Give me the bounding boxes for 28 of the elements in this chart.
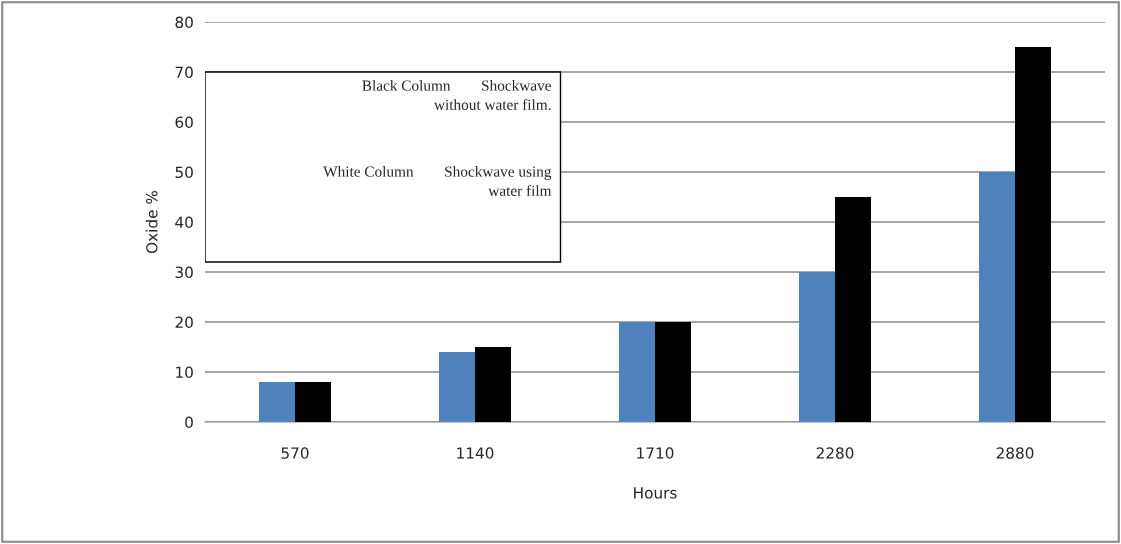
y-tick-label: 30	[175, 266, 193, 279]
x-tick-label: 1140	[457, 447, 494, 459]
bar	[979, 172, 1015, 422]
y-tick-label: 0	[185, 416, 193, 429]
y-tick-label: 50	[175, 166, 193, 179]
x-tick-label: 2880	[996, 447, 1034, 459]
bar	[655, 322, 691, 422]
y-tick-label: 60	[175, 116, 193, 129]
y-axis-title: Oxide %	[145, 190, 158, 254]
y-tick-label: 70	[175, 66, 193, 79]
y-tick-label: 10	[176, 366, 193, 379]
x-tick-label: 1710	[637, 447, 674, 459]
annotation: Black Column Shockwave without water film.	[362, 80, 551, 110]
x-tick-label: 570	[281, 447, 309, 459]
y-tick-label: 20	[175, 316, 193, 329]
x-axis-title: Hours	[634, 487, 677, 499]
annotation: White Column Shockwave using water film	[323, 166, 552, 196]
bar	[475, 347, 511, 422]
x-tick-label: 2280	[816, 447, 854, 459]
bar	[619, 322, 655, 422]
bar	[295, 382, 331, 422]
bar	[259, 382, 295, 422]
y-tick-label: 80	[175, 16, 193, 29]
y-tick-label: 40	[175, 216, 193, 229]
bar	[1015, 47, 1051, 422]
bar	[835, 197, 871, 422]
bar	[799, 272, 835, 422]
bar	[439, 352, 475, 422]
